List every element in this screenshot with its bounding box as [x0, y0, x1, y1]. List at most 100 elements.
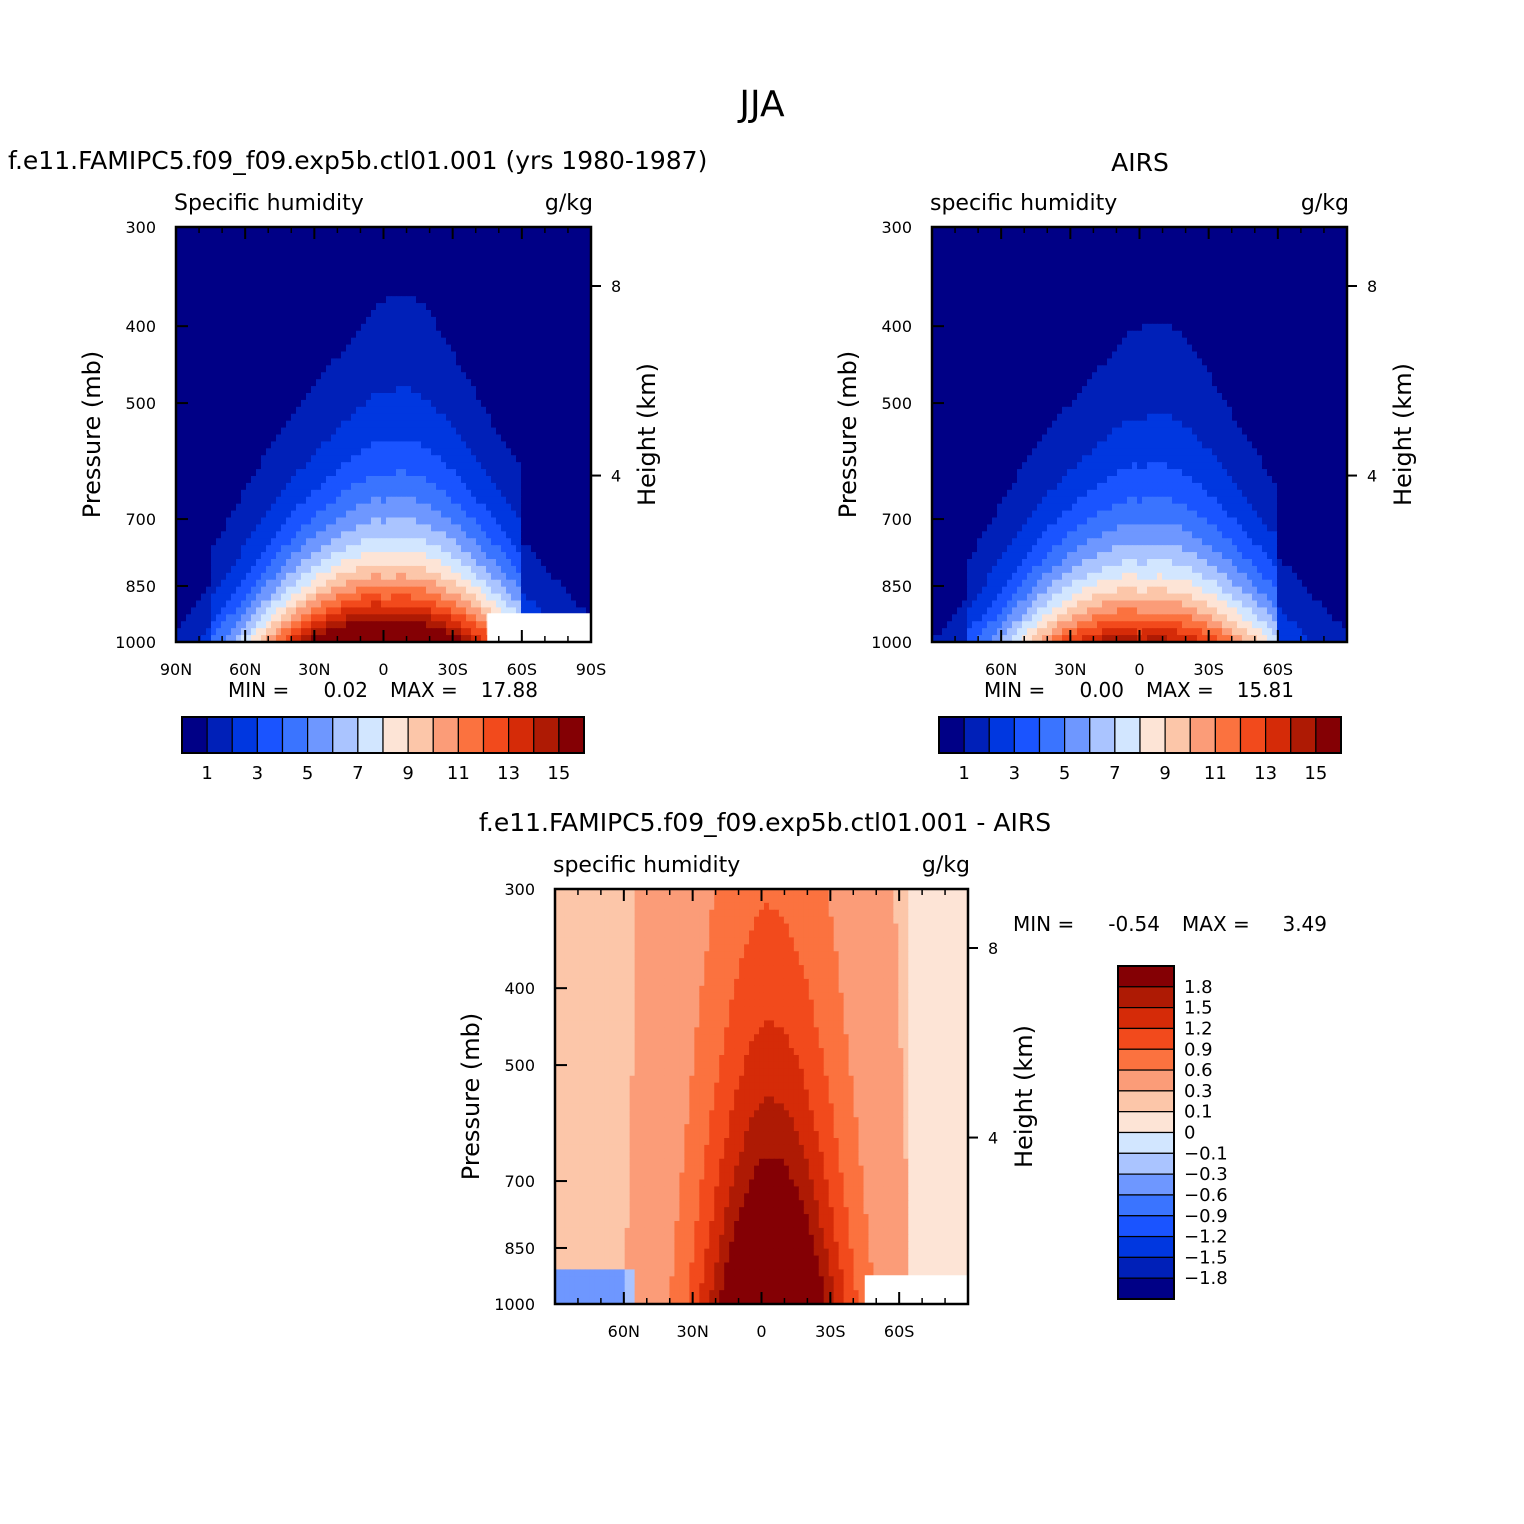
model-cell	[381, 254, 387, 263]
model-cell	[436, 489, 442, 498]
model-cell	[186, 365, 192, 373]
model-cell	[551, 607, 557, 615]
model-cell	[486, 572, 492, 581]
model-cell	[321, 233, 327, 242]
model-cell	[516, 565, 522, 574]
model-cell	[196, 420, 202, 429]
model-cell	[411, 531, 417, 539]
model-cell	[521, 462, 527, 470]
model-cell	[386, 233, 392, 242]
model-cell	[586, 316, 592, 325]
model-cell	[371, 303, 377, 311]
model-cell	[281, 365, 287, 373]
model-cell	[401, 538, 407, 546]
model-cell	[586, 607, 592, 615]
model-cell	[266, 579, 272, 588]
model-cell	[516, 517, 522, 526]
model-cell	[231, 427, 237, 436]
model-cell	[511, 448, 517, 456]
model-cell	[556, 600, 562, 609]
model-cell	[281, 614, 287, 622]
model-cell	[321, 365, 327, 373]
model-cell	[441, 427, 447, 436]
model-cell	[391, 503, 397, 512]
model-cell	[261, 586, 267, 595]
model-cell	[486, 524, 492, 532]
model-cell	[421, 379, 427, 387]
model-cell	[381, 351, 387, 360]
model-cell	[466, 565, 472, 574]
model-cell	[481, 448, 487, 456]
model-cell	[246, 282, 252, 290]
model-cell	[186, 372, 192, 380]
model-cell	[461, 600, 467, 609]
model-cell	[276, 510, 282, 519]
model-cell	[571, 344, 577, 353]
model-cell	[431, 275, 437, 283]
model-cell	[261, 621, 267, 629]
model-cell	[501, 448, 507, 456]
model-cell	[271, 434, 277, 443]
model-cell	[451, 323, 457, 332]
model-cell	[236, 510, 242, 519]
model-cell	[176, 344, 182, 353]
model-cell	[416, 559, 422, 567]
model-cell	[511, 372, 517, 380]
model-cell	[226, 614, 232, 622]
model-cell	[496, 489, 502, 498]
model-cell	[466, 628, 472, 636]
model-cell	[546, 434, 552, 443]
model-cell	[261, 524, 267, 532]
model-cell	[331, 545, 337, 553]
model-cell	[441, 524, 447, 532]
model-cell	[316, 372, 322, 380]
model-cell	[321, 372, 327, 380]
model-cell	[181, 351, 187, 360]
model-cell	[536, 296, 542, 304]
model-cell	[231, 635, 237, 643]
model-cell	[426, 296, 432, 304]
model-cell	[206, 427, 212, 436]
model-cell	[251, 441, 257, 449]
model-cell	[376, 607, 382, 615]
model-cell	[506, 489, 512, 498]
model-cell	[286, 393, 292, 401]
model-cell	[476, 227, 482, 235]
model-cell	[191, 358, 197, 366]
model-cell	[556, 358, 562, 366]
model-cell	[221, 233, 227, 242]
model-cell	[521, 386, 527, 394]
model-cell	[566, 586, 572, 595]
model-cell	[366, 496, 372, 505]
model-cell	[211, 524, 217, 532]
model-cell	[186, 233, 192, 242]
model-cell	[341, 296, 347, 304]
model-cell	[351, 455, 357, 463]
model-cell	[466, 323, 472, 332]
model-cell	[256, 296, 262, 304]
model-cell	[401, 289, 407, 297]
model-cell	[526, 393, 532, 401]
model-cell	[446, 386, 452, 394]
model-cell	[326, 635, 332, 643]
model-cell	[466, 337, 472, 346]
model-cell	[541, 572, 547, 581]
model-cell	[226, 344, 232, 353]
model-cell	[451, 462, 457, 470]
model-cell	[301, 420, 307, 429]
model-cell	[361, 420, 367, 429]
model-cell	[371, 358, 377, 366]
model-cell	[291, 621, 297, 629]
model-cell	[411, 323, 417, 332]
model-cell	[506, 510, 512, 519]
model-cell	[446, 572, 452, 581]
model-cell	[581, 399, 587, 408]
model-cell	[456, 524, 462, 532]
model-cell	[351, 538, 357, 546]
model-cell	[516, 586, 522, 595]
model-cell	[391, 593, 397, 602]
model-cell	[246, 565, 252, 574]
model-cell	[461, 420, 467, 429]
model-cell	[336, 261, 342, 270]
model-cell	[431, 365, 437, 373]
